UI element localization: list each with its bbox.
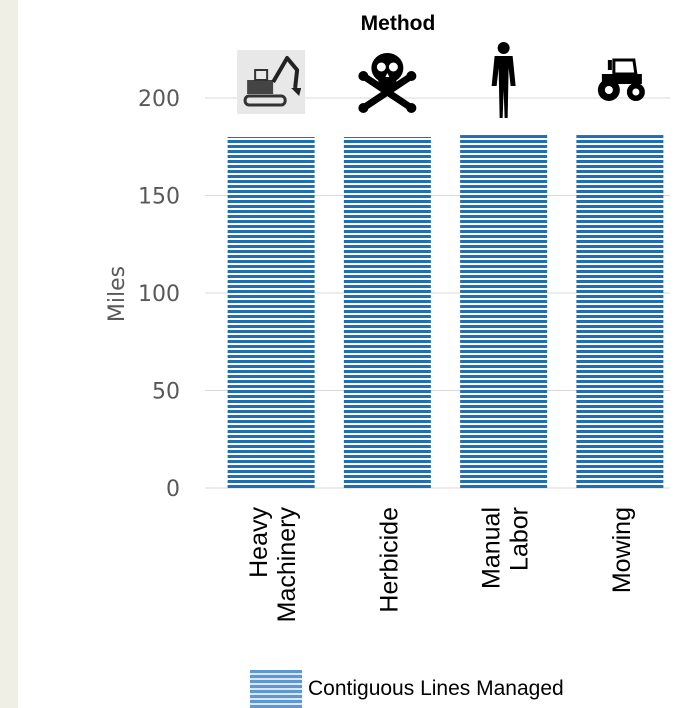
bars — [227, 135, 664, 489]
y-axis-label: Miles — [105, 266, 130, 322]
y-tick-label: 50 — [152, 380, 180, 405]
y-tick-label: 0 — [166, 477, 180, 502]
x-tick-label: Manual — [478, 507, 506, 589]
skull-crossbones-icon — [358, 53, 416, 113]
x-tick-label: Herbicide — [375, 507, 403, 613]
y-tick-label: 100 — [138, 282, 180, 307]
x-tick-label: Machinery — [273, 507, 301, 623]
bar-herbicide — [343, 137, 431, 488]
x-tick-label: Heavy — [245, 507, 273, 578]
person-icon — [491, 42, 516, 118]
y-tick-label: 150 — [138, 185, 180, 210]
bar-mowing — [576, 135, 664, 489]
excavator-icon — [235, 48, 308, 116]
legend: Contiguous Lines Managed — [250, 670, 564, 708]
x-axis-labels: Heavy Machinery Herbicide Manual Labor Mowing — [245, 507, 636, 623]
left-margin-strip — [0, 0, 18, 708]
legend-swatch — [250, 670, 302, 708]
bar-heavy-machinery — [227, 137, 315, 488]
category-icons — [235, 42, 647, 118]
chart-title: Method — [361, 12, 436, 35]
tractor-icon — [596, 58, 647, 103]
legend-label: Contiguous Lines Managed — [308, 677, 564, 700]
x-tick-label: Labor — [506, 507, 534, 571]
y-axis-ticks: 0 50 100 150 200 — [138, 87, 180, 502]
bar-manual-labor — [460, 135, 548, 489]
x-tick-label: Mowing — [608, 507, 636, 593]
y-tick-label: 200 — [138, 87, 180, 112]
